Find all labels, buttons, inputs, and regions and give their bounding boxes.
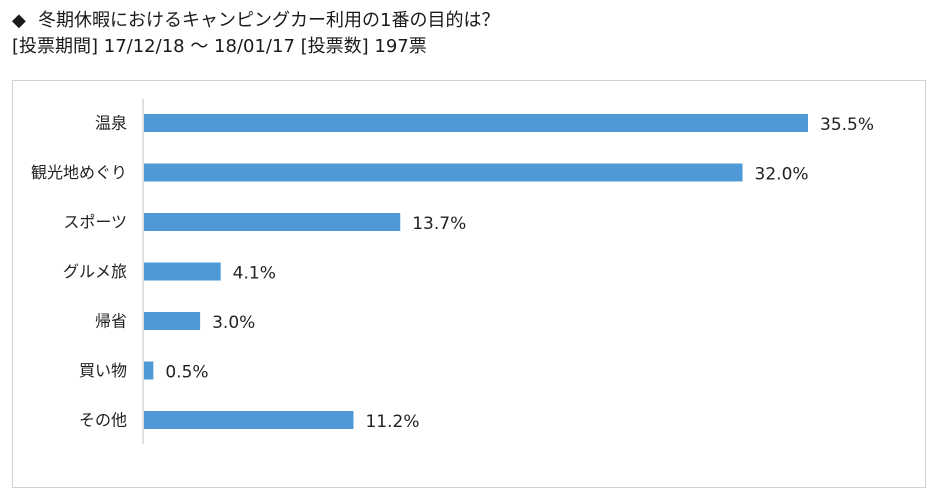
bar [144,361,154,380]
bar-chart: 温泉 35.5% 観光地めぐり 32.0% スポーツ 13.7% グルメ旅 4.1% 帰省 3.0… [31,99,874,444]
value-label: 32.0% [755,165,809,185]
category-label: 観光地めぐり [31,163,127,182]
value-label: 0.5% [165,363,208,383]
bars-layer [144,114,808,429]
bar [144,262,221,281]
category-label: スポーツ [63,213,127,232]
chart-title: 冬期休暇におけるキャンピングカー利用の1番の目的は？ [38,10,500,31]
bar [144,213,401,231]
category-label: その他 [79,411,127,430]
chart-header: ◆ 冬期休暇におけるキャンピングカー利用の1番の目的は？ [投票期間] 17/12… [12,8,928,60]
category-label: グルメ旅 [63,262,127,281]
diamond-bullet-icon: ◆ [12,10,26,31]
category-label: 買い物 [79,361,127,380]
bar [144,411,354,429]
bar [144,163,743,182]
bar [144,114,808,132]
category-label: 帰省 [95,312,127,331]
value-label: 35.5% [820,115,874,135]
value-label: 3.0% [212,313,255,333]
value-label: 13.7% [412,214,466,234]
chart-title-line: ◆ 冬期休暇におけるキャンピングカー利用の1番の目的は？ [12,8,928,34]
bar [144,312,201,330]
chart-subtitle: [投票期間] 17/12/18 〜 18/01/17 [投票数] 197票 [12,36,427,57]
labels-layer: 温泉 35.5% 観光地めぐり 32.0% スポーツ 13.7% グルメ旅 4.1% 帰省 3.0… [31,114,874,433]
value-label: 11.2% [365,412,419,432]
value-label: 4.1% [233,264,276,284]
category-label: 温泉 [95,114,127,133]
chart-frame: 温泉 35.5% 観光地めぐり 32.0% スポーツ 13.7% グルメ旅 4.1% 帰省 3.0… [12,80,926,488]
